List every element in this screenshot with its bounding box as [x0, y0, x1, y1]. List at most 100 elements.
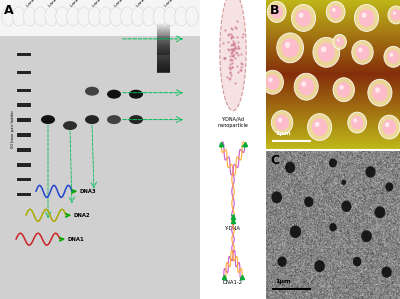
- Bar: [157, 60, 170, 62]
- Bar: [17, 178, 31, 181]
- Bar: [17, 89, 31, 92]
- Text: 50 base pair ladder: 50 base pair ladder: [11, 109, 15, 148]
- Bar: [157, 41, 170, 44]
- Circle shape: [186, 7, 198, 26]
- Circle shape: [387, 50, 399, 64]
- Bar: [157, 24, 170, 27]
- Bar: [157, 23, 170, 26]
- Bar: [17, 163, 31, 167]
- Text: Lane 1: Lane 1: [26, 0, 39, 7]
- Text: Lane 5: Lane 5: [114, 0, 127, 7]
- Bar: [157, 29, 170, 32]
- Bar: [0, 0, 200, 36]
- Bar: [157, 33, 170, 36]
- Bar: [157, 50, 170, 53]
- Circle shape: [353, 257, 362, 266]
- Circle shape: [330, 5, 342, 19]
- Bar: [157, 44, 170, 47]
- Circle shape: [337, 39, 340, 42]
- Text: Lane 2: Lane 2: [48, 0, 61, 7]
- Circle shape: [266, 74, 280, 90]
- Bar: [157, 36, 170, 39]
- Text: DNA3: DNA3: [80, 189, 97, 194]
- Bar: [157, 35, 170, 38]
- Circle shape: [359, 9, 374, 27]
- Bar: [157, 34, 170, 37]
- Circle shape: [277, 33, 304, 63]
- Ellipse shape: [129, 90, 143, 99]
- Circle shape: [358, 48, 362, 52]
- Circle shape: [88, 7, 101, 26]
- Circle shape: [290, 225, 301, 238]
- Circle shape: [298, 78, 314, 95]
- Circle shape: [366, 166, 376, 178]
- Text: C: C: [270, 154, 279, 167]
- Bar: [157, 51, 170, 54]
- Circle shape: [153, 7, 166, 26]
- Circle shape: [273, 8, 277, 12]
- Bar: [157, 37, 170, 40]
- Bar: [17, 103, 31, 107]
- Circle shape: [12, 7, 25, 26]
- Circle shape: [77, 7, 90, 26]
- Circle shape: [375, 87, 380, 93]
- Circle shape: [341, 201, 352, 212]
- Ellipse shape: [107, 90, 121, 99]
- Bar: [157, 30, 170, 33]
- Circle shape: [314, 260, 325, 272]
- Circle shape: [299, 13, 304, 18]
- Circle shape: [312, 118, 328, 136]
- Circle shape: [268, 77, 273, 82]
- Circle shape: [335, 37, 344, 47]
- Circle shape: [391, 9, 400, 21]
- Circle shape: [220, 0, 246, 111]
- Text: Lane 4: Lane 4: [92, 0, 105, 7]
- Circle shape: [341, 180, 346, 185]
- Ellipse shape: [41, 115, 55, 124]
- Bar: [157, 59, 170, 61]
- Circle shape: [292, 4, 316, 31]
- Bar: [157, 28, 170, 31]
- Bar: [157, 39, 170, 42]
- Bar: [157, 32, 170, 35]
- Bar: [157, 64, 170, 66]
- Text: Y-DNA/Ad
nanoparticle: Y-DNA/Ad nanoparticle: [218, 117, 248, 128]
- Circle shape: [285, 42, 290, 48]
- Circle shape: [262, 70, 284, 94]
- Bar: [157, 40, 170, 43]
- Circle shape: [385, 182, 393, 191]
- Bar: [157, 57, 170, 60]
- Circle shape: [66, 7, 79, 26]
- Circle shape: [337, 82, 351, 97]
- Text: DNA2: DNA2: [74, 213, 91, 218]
- Circle shape: [353, 118, 357, 123]
- Circle shape: [275, 115, 289, 130]
- Text: DNA1: DNA1: [68, 237, 85, 242]
- Circle shape: [351, 116, 363, 129]
- Circle shape: [45, 7, 58, 26]
- Circle shape: [285, 162, 295, 173]
- Circle shape: [321, 46, 326, 52]
- Circle shape: [271, 111, 293, 135]
- Circle shape: [340, 85, 344, 90]
- Circle shape: [384, 46, 400, 67]
- Text: 1μm: 1μm: [275, 131, 291, 135]
- Circle shape: [378, 115, 400, 139]
- Bar: [157, 43, 170, 46]
- Bar: [157, 26, 170, 29]
- Bar: [157, 22, 170, 25]
- Bar: [17, 193, 31, 196]
- Circle shape: [308, 114, 332, 141]
- Text: Lane 6: Lane 6: [136, 0, 149, 7]
- Circle shape: [388, 6, 400, 24]
- Circle shape: [2, 7, 14, 26]
- Circle shape: [329, 223, 337, 231]
- Ellipse shape: [129, 115, 143, 124]
- Bar: [17, 53, 31, 56]
- Ellipse shape: [85, 115, 99, 124]
- Bar: [157, 63, 170, 65]
- Bar: [157, 45, 170, 48]
- Text: Lane 7: Lane 7: [164, 0, 177, 7]
- Circle shape: [315, 122, 320, 127]
- Circle shape: [304, 197, 314, 207]
